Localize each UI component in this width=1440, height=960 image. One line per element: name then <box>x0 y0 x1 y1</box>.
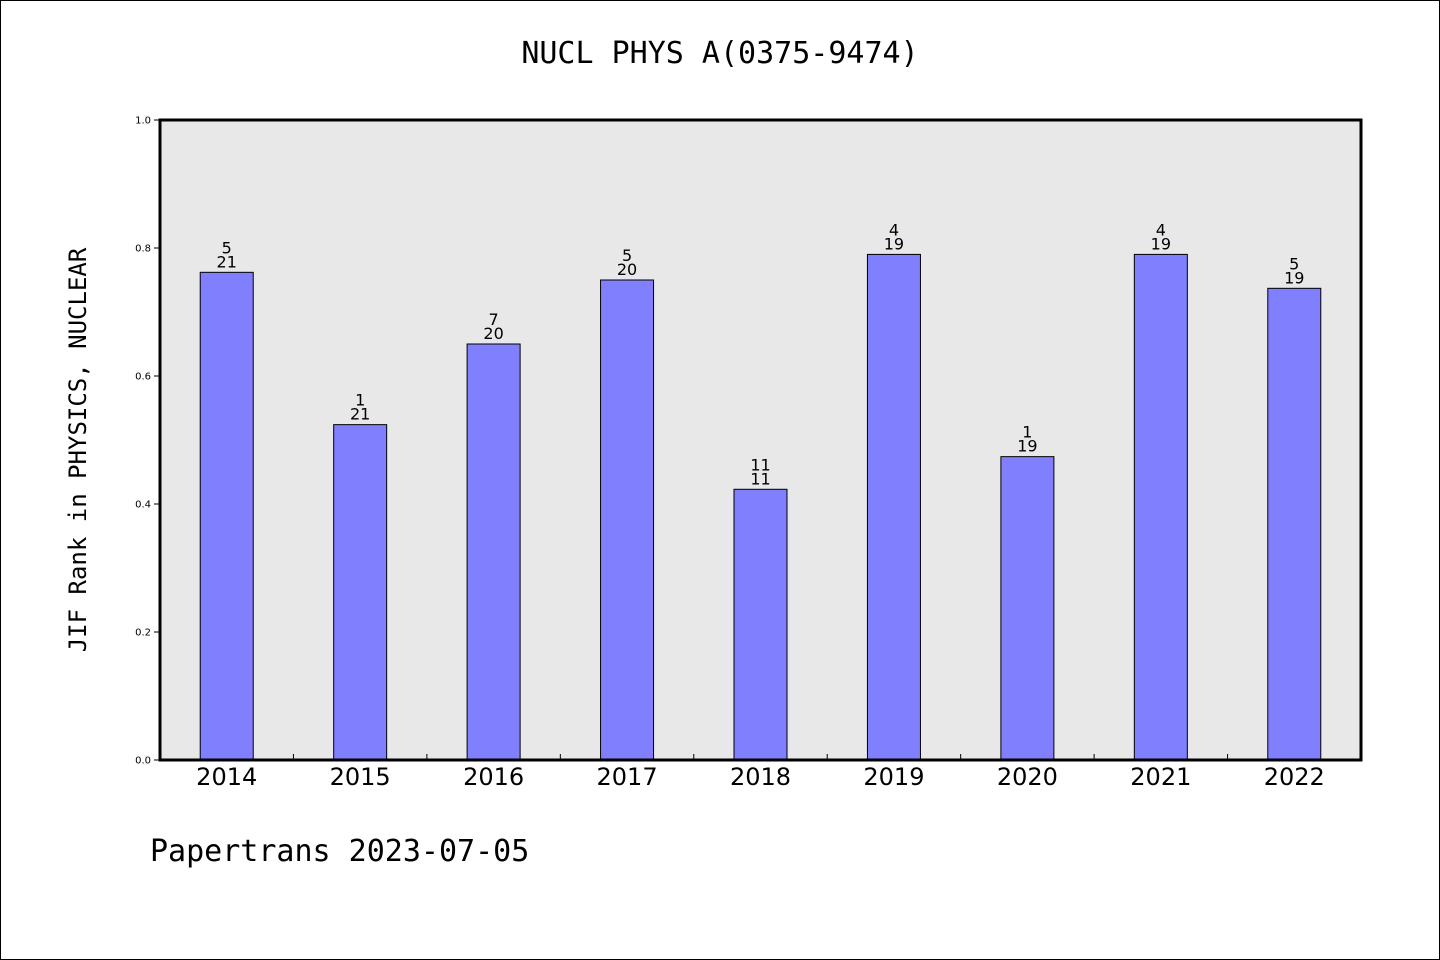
bar-label-rank: 1 <box>355 391 365 410</box>
x-tick-label: 2017 <box>597 763 658 791</box>
bar-label-total: 19 <box>1151 234 1171 253</box>
x-tick-label: 2019 <box>863 763 924 791</box>
y-tick-label: 0.0 <box>135 756 151 767</box>
x-tick-label: 2016 <box>463 763 524 791</box>
bar-label-total: 20 <box>483 324 503 343</box>
x-tick-label: 2022 <box>1264 763 1325 791</box>
bar <box>1267 287 1322 761</box>
bar-label-rank: 4 <box>1156 220 1166 239</box>
x-tick-label: 2020 <box>997 763 1058 791</box>
bar-label-total: 21 <box>217 252 237 271</box>
x-tick-label: 2018 <box>730 763 791 791</box>
y-tick-label: 0.6 <box>135 372 151 383</box>
footer-text: Papertrans 2023-07-05 <box>150 834 530 869</box>
bar <box>600 279 655 761</box>
bar-label-rank: 7 <box>489 310 499 329</box>
chart-title: NUCL PHYS A(0375-9474) <box>521 36 919 71</box>
bar-label-total: 19 <box>1284 268 1304 287</box>
bar <box>733 488 788 761</box>
y-tick-label: 0.2 <box>135 628 151 639</box>
bar-label-total: 20 <box>617 260 637 279</box>
bar-label-rank: 11 <box>750 455 770 474</box>
bar-label-rank: 1 <box>1022 423 1032 442</box>
x-tick-label: 2014 <box>196 763 257 791</box>
bar <box>1000 456 1055 761</box>
bar-label-total: 19 <box>884 234 904 253</box>
bar <box>199 271 254 761</box>
bar <box>866 253 921 761</box>
x-tick-label: 2015 <box>330 763 391 791</box>
bar-label-rank: 4 <box>889 220 899 239</box>
plot-border <box>158 118 1363 762</box>
y-tick-label: 0.8 <box>135 244 151 255</box>
bar <box>466 343 521 761</box>
bar-label-rank: 5 <box>222 238 232 257</box>
bar-label-rank: 5 <box>622 246 632 265</box>
y-tick-label: 0.4 <box>135 500 151 511</box>
x-tick-label: 2021 <box>1130 763 1191 791</box>
bar-label-total: 19 <box>1017 437 1037 456</box>
bar-label-total: 11 <box>750 469 770 488</box>
bar <box>333 424 388 761</box>
y-tick-label: 1.0 <box>135 116 151 127</box>
bar-label-rank: 5 <box>1289 254 1299 273</box>
bar-label-total: 21 <box>350 405 370 424</box>
bar <box>1133 253 1188 761</box>
